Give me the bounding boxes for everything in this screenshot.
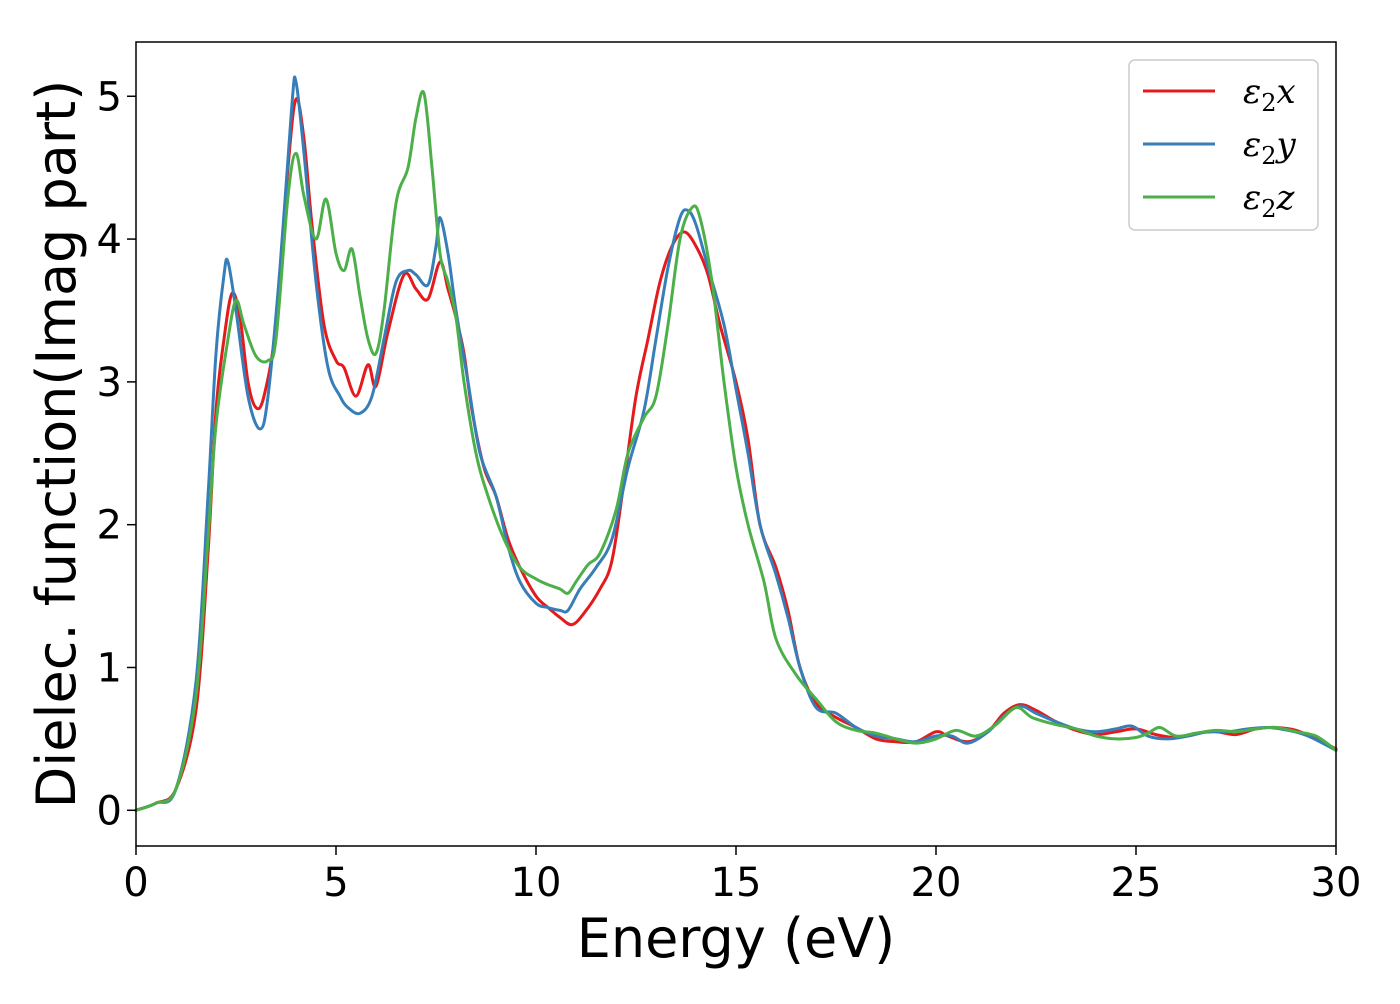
y-axis-ticks: 0 1 2 3 4 5	[97, 74, 136, 834]
legend-entry-eps2y: ε2y	[1243, 125, 1297, 170]
x-axis-label: Energy (eV)	[577, 907, 896, 970]
y-tick-label: 5	[97, 74, 122, 120]
y-axis-label: Dielec. function(Imag part)	[25, 80, 88, 809]
legend: ε2x ε2y ε2z	[1128, 59, 1319, 231]
x-tick-label: 10	[511, 860, 562, 906]
legend-box	[1128, 59, 1319, 231]
y-tick-label: 3	[97, 360, 122, 406]
x-tick-label: 15	[711, 860, 762, 906]
legend-entry-eps2x: ε2x	[1243, 72, 1296, 117]
series-lines	[134, 75, 1338, 812]
x-tick-label: 5	[323, 860, 348, 906]
y-tick-label: 1	[97, 645, 122, 691]
legend-entry-eps2z: ε2z	[1243, 178, 1296, 223]
x-tick-label: 25	[1111, 860, 1162, 906]
x-tick-label: 20	[911, 860, 962, 906]
series-line-eps2z	[134, 90, 1338, 812]
y-tick-label: 4	[97, 217, 122, 263]
series-line-eps2y	[134, 75, 1338, 812]
x-tick-label: 30	[1311, 860, 1362, 906]
y-tick-label: 2	[97, 503, 122, 549]
y-tick-label: 0	[97, 788, 122, 834]
x-tick-label: 0	[123, 860, 148, 906]
x-axis-ticks: 0 5 10 15 20 25 30	[123, 846, 1361, 906]
